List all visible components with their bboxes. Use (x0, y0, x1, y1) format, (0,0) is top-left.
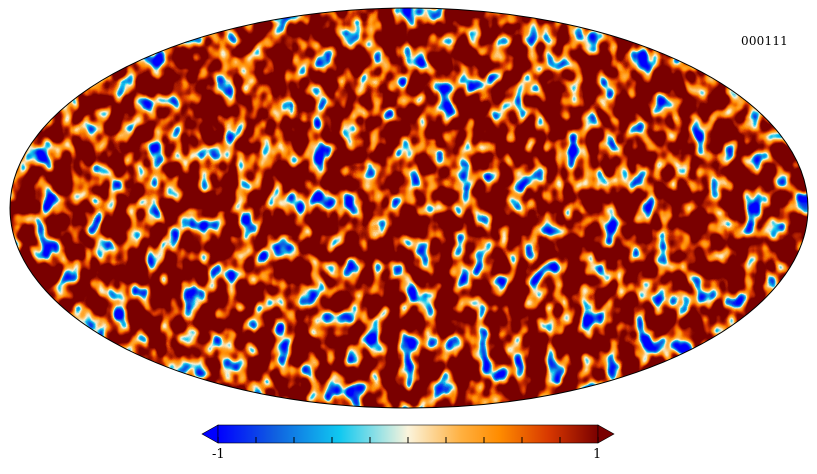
colorbar (201, 424, 615, 444)
colorbar-ticks (217, 437, 599, 443)
map-outline (9, 7, 809, 409)
map-id-label: 000111 (741, 34, 789, 48)
colorbar-left-arrow (201, 424, 219, 444)
colorbar-min-label: -1 (212, 447, 225, 462)
map-field (10, 8, 808, 408)
colorbar-max-label: 1 (593, 447, 602, 462)
colorbar-right-arrow (597, 424, 615, 444)
